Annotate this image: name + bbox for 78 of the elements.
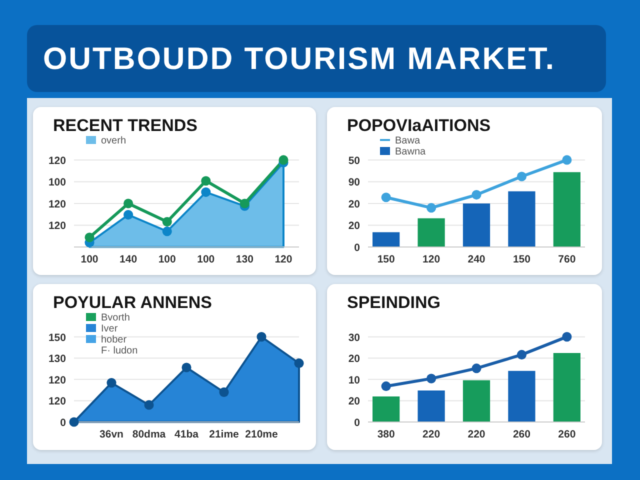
legend-label: overh bbox=[101, 136, 126, 146]
text: 50 bbox=[348, 154, 360, 167]
text: 120 bbox=[48, 198, 66, 210]
point bbox=[516, 350, 526, 360]
text: 120 bbox=[48, 396, 66, 408]
text: 20 bbox=[348, 198, 360, 210]
x-tick-label: 140 bbox=[120, 253, 138, 266]
point bbox=[240, 198, 250, 208]
text: 0 bbox=[354, 242, 360, 254]
bar bbox=[508, 191, 536, 247]
x-tick-label: 100 bbox=[158, 253, 176, 266]
bar bbox=[462, 203, 490, 247]
x-tick-label: 130 bbox=[236, 253, 254, 266]
chart-title: RECENT TRENDS bbox=[53, 116, 198, 135]
x-tick-label: 240 bbox=[468, 253, 486, 266]
point bbox=[201, 176, 211, 186]
point bbox=[562, 332, 572, 342]
chart-title: POYULAR ANNENS bbox=[53, 293, 212, 312]
text: 120 bbox=[48, 220, 66, 232]
bar bbox=[462, 380, 490, 422]
text: 150 bbox=[48, 332, 66, 344]
text: 20 bbox=[348, 353, 360, 366]
text: 30 bbox=[348, 332, 360, 344]
bar bbox=[553, 172, 580, 247]
text: Iver bbox=[101, 324, 118, 334]
bar bbox=[508, 370, 536, 422]
bar bbox=[418, 390, 445, 422]
chart-title: POPOVIaAITIONS bbox=[347, 116, 491, 135]
point bbox=[381, 381, 391, 391]
x-tick-label: 760 bbox=[558, 253, 576, 266]
x-tick-label: 150 bbox=[377, 253, 395, 266]
point bbox=[516, 172, 526, 182]
chart-title: SPEINDING bbox=[347, 293, 441, 312]
x-tick-label: 380 bbox=[377, 428, 395, 440]
point bbox=[562, 155, 572, 165]
point bbox=[472, 190, 482, 200]
x-tick-label: 120 bbox=[422, 253, 440, 266]
text: 90 bbox=[348, 176, 360, 189]
text: 130 bbox=[48, 353, 66, 366]
x-tick-label: 100 bbox=[80, 253, 98, 266]
x-tick-label: 36vn bbox=[100, 428, 124, 440]
text: OUTBOUDD TOURISM MARKET. bbox=[43, 40, 556, 78]
point bbox=[381, 192, 391, 202]
x-tick-label: 220 bbox=[468, 428, 486, 440]
point bbox=[162, 216, 172, 227]
x-tick-label: 220 bbox=[422, 428, 440, 440]
point bbox=[472, 364, 482, 374]
x-tick-label: 100 bbox=[197, 253, 215, 266]
x-tick-label: 41ba bbox=[174, 428, 199, 440]
point bbox=[278, 155, 288, 165]
x-tick-label: 150 bbox=[512, 253, 531, 266]
legend-label: Bawa bbox=[395, 136, 420, 146]
bar bbox=[372, 396, 400, 422]
point bbox=[124, 198, 134, 208]
x-tick-label: 210me bbox=[245, 428, 278, 440]
legend-label: Bvorth bbox=[101, 312, 130, 324]
x-tick-label: 21ime bbox=[209, 428, 240, 440]
legend-label: hober bbox=[101, 334, 128, 346]
text: 20 bbox=[348, 220, 360, 232]
text: 0 bbox=[354, 417, 360, 429]
text: 10 bbox=[348, 374, 360, 386]
x-tick-label: 260 bbox=[512, 428, 531, 440]
point bbox=[84, 232, 94, 242]
text: F· ludon bbox=[101, 346, 138, 356]
text: 120 bbox=[48, 374, 66, 386]
point bbox=[426, 374, 436, 384]
text: 20 bbox=[348, 396, 360, 408]
point bbox=[426, 203, 436, 213]
legend-label: Bawna bbox=[395, 146, 426, 158]
x-tick-label: 120 bbox=[274, 253, 292, 266]
text: 100 bbox=[48, 176, 66, 189]
text: 120 bbox=[48, 154, 66, 167]
bar bbox=[418, 218, 445, 247]
text: 0 bbox=[60, 417, 66, 429]
x-tick-label: 260 bbox=[558, 428, 576, 440]
bar bbox=[372, 232, 400, 247]
x-tick-label: 80dma bbox=[132, 428, 166, 440]
bar bbox=[553, 353, 580, 422]
